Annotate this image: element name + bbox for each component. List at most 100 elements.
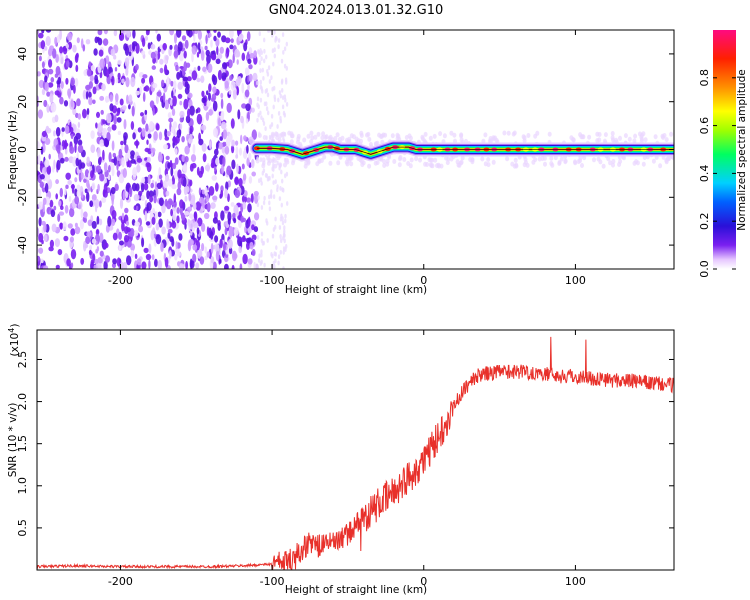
noise-speckle (157, 153, 163, 163)
noise-speckle (248, 136, 254, 145)
noise-speckle (269, 124, 272, 130)
noise-speckle (70, 77, 75, 86)
noise-speckle (157, 211, 162, 218)
noise-speckle (260, 252, 263, 258)
noise-speckle (70, 133, 74, 140)
noise-speckle (73, 84, 76, 94)
noise-speckle (184, 195, 188, 202)
noise-speckle (184, 86, 190, 95)
noise-speckle (66, 60, 70, 68)
halo-speckle (623, 133, 628, 139)
noise-speckle (240, 115, 244, 124)
noise-speckle (86, 69, 92, 77)
noise-speckle (173, 193, 177, 203)
noise-speckle (282, 266, 285, 269)
halo-speckle (409, 157, 414, 163)
noise-speckle (113, 155, 118, 166)
noise-speckle (201, 223, 206, 232)
noise-speckle (215, 182, 219, 192)
noise-speckle (40, 40, 46, 50)
noise-speckle (70, 228, 76, 236)
noise-speckle (235, 146, 239, 156)
noise-speckle (67, 88, 72, 97)
noise-speckle (260, 259, 263, 265)
noise-speckle (219, 46, 224, 54)
noise-speckle (191, 70, 198, 81)
noise-speckle (69, 207, 75, 218)
noise-speckle (228, 133, 233, 143)
noise-speckle (77, 139, 83, 146)
noise-speckle (249, 241, 254, 250)
halo-speckle (486, 157, 491, 162)
noise-speckle (284, 173, 287, 179)
noise-speckle (273, 264, 276, 269)
colorbar-tick-label: 0.4 (698, 165, 711, 183)
noise-speckle (262, 168, 266, 174)
halo-speckle (502, 130, 507, 136)
noise-speckle (260, 231, 264, 237)
noise-speckle (38, 232, 44, 243)
noise-speckle (217, 69, 222, 81)
noise-speckle (273, 47, 276, 53)
noise-speckle (94, 78, 99, 85)
noise-speckle (177, 181, 182, 190)
halo-speckle (459, 133, 464, 139)
noise-speckle (261, 67, 264, 73)
noise-speckle (138, 190, 143, 196)
noise-speckle (96, 229, 99, 235)
noise-speckle (276, 124, 279, 129)
noise-speckle (149, 121, 154, 131)
noise-speckle (250, 193, 254, 204)
halo-speckle (459, 159, 464, 165)
noise-speckle (258, 253, 261, 259)
noise-speckle (113, 54, 117, 60)
noise-speckle (272, 104, 275, 110)
noise-speckle (185, 261, 188, 269)
noise-speckle (184, 39, 189, 49)
noise-speckle (113, 114, 117, 125)
snr-xtick-label: 0 (420, 575, 427, 588)
noise-speckle (51, 223, 57, 233)
noise-speckle (244, 89, 250, 98)
halo-speckle (522, 162, 527, 168)
noise-speckle (176, 71, 181, 80)
noise-speckle (167, 232, 171, 239)
noise-speckle (91, 220, 97, 229)
noise-speckle (286, 201, 289, 206)
noise-speckle (86, 179, 90, 188)
noise-speckle (106, 131, 111, 142)
noise-speckle (137, 127, 142, 133)
noise-speckle (271, 48, 275, 54)
noise-speckle (213, 35, 217, 42)
noise-speckle (206, 226, 210, 236)
noise-speckle (37, 154, 41, 165)
noise-speckle (208, 32, 212, 38)
noise-speckle (156, 182, 162, 189)
noise-speckle (121, 105, 127, 110)
noise-speckle (279, 186, 282, 191)
halo-speckle (557, 161, 562, 166)
noise-speckle (193, 30, 199, 35)
noise-speckle (257, 195, 260, 201)
halo-speckle (313, 134, 318, 140)
halo-speckle (442, 133, 447, 139)
halo-speckle (513, 157, 518, 163)
halo-speckle (428, 135, 433, 141)
noise-speckle (230, 202, 235, 207)
noise-speckle (124, 57, 130, 68)
noise-speckle (266, 155, 269, 161)
noise-speckle (125, 220, 130, 226)
noise-speckle (227, 59, 233, 69)
noise-speckle (139, 86, 142, 94)
noise-speckle (99, 200, 102, 208)
noise-speckle (226, 165, 232, 176)
noise-speckle (109, 103, 114, 112)
noise-speckle (146, 202, 152, 211)
noise-speckle (198, 138, 204, 146)
noise-speckle (75, 132, 81, 140)
noise-speckle (268, 30, 271, 33)
noise-speckle (285, 102, 289, 107)
noise-speckle (134, 221, 140, 227)
noise-speckle (282, 246, 286, 252)
noise-speckle (196, 248, 203, 259)
